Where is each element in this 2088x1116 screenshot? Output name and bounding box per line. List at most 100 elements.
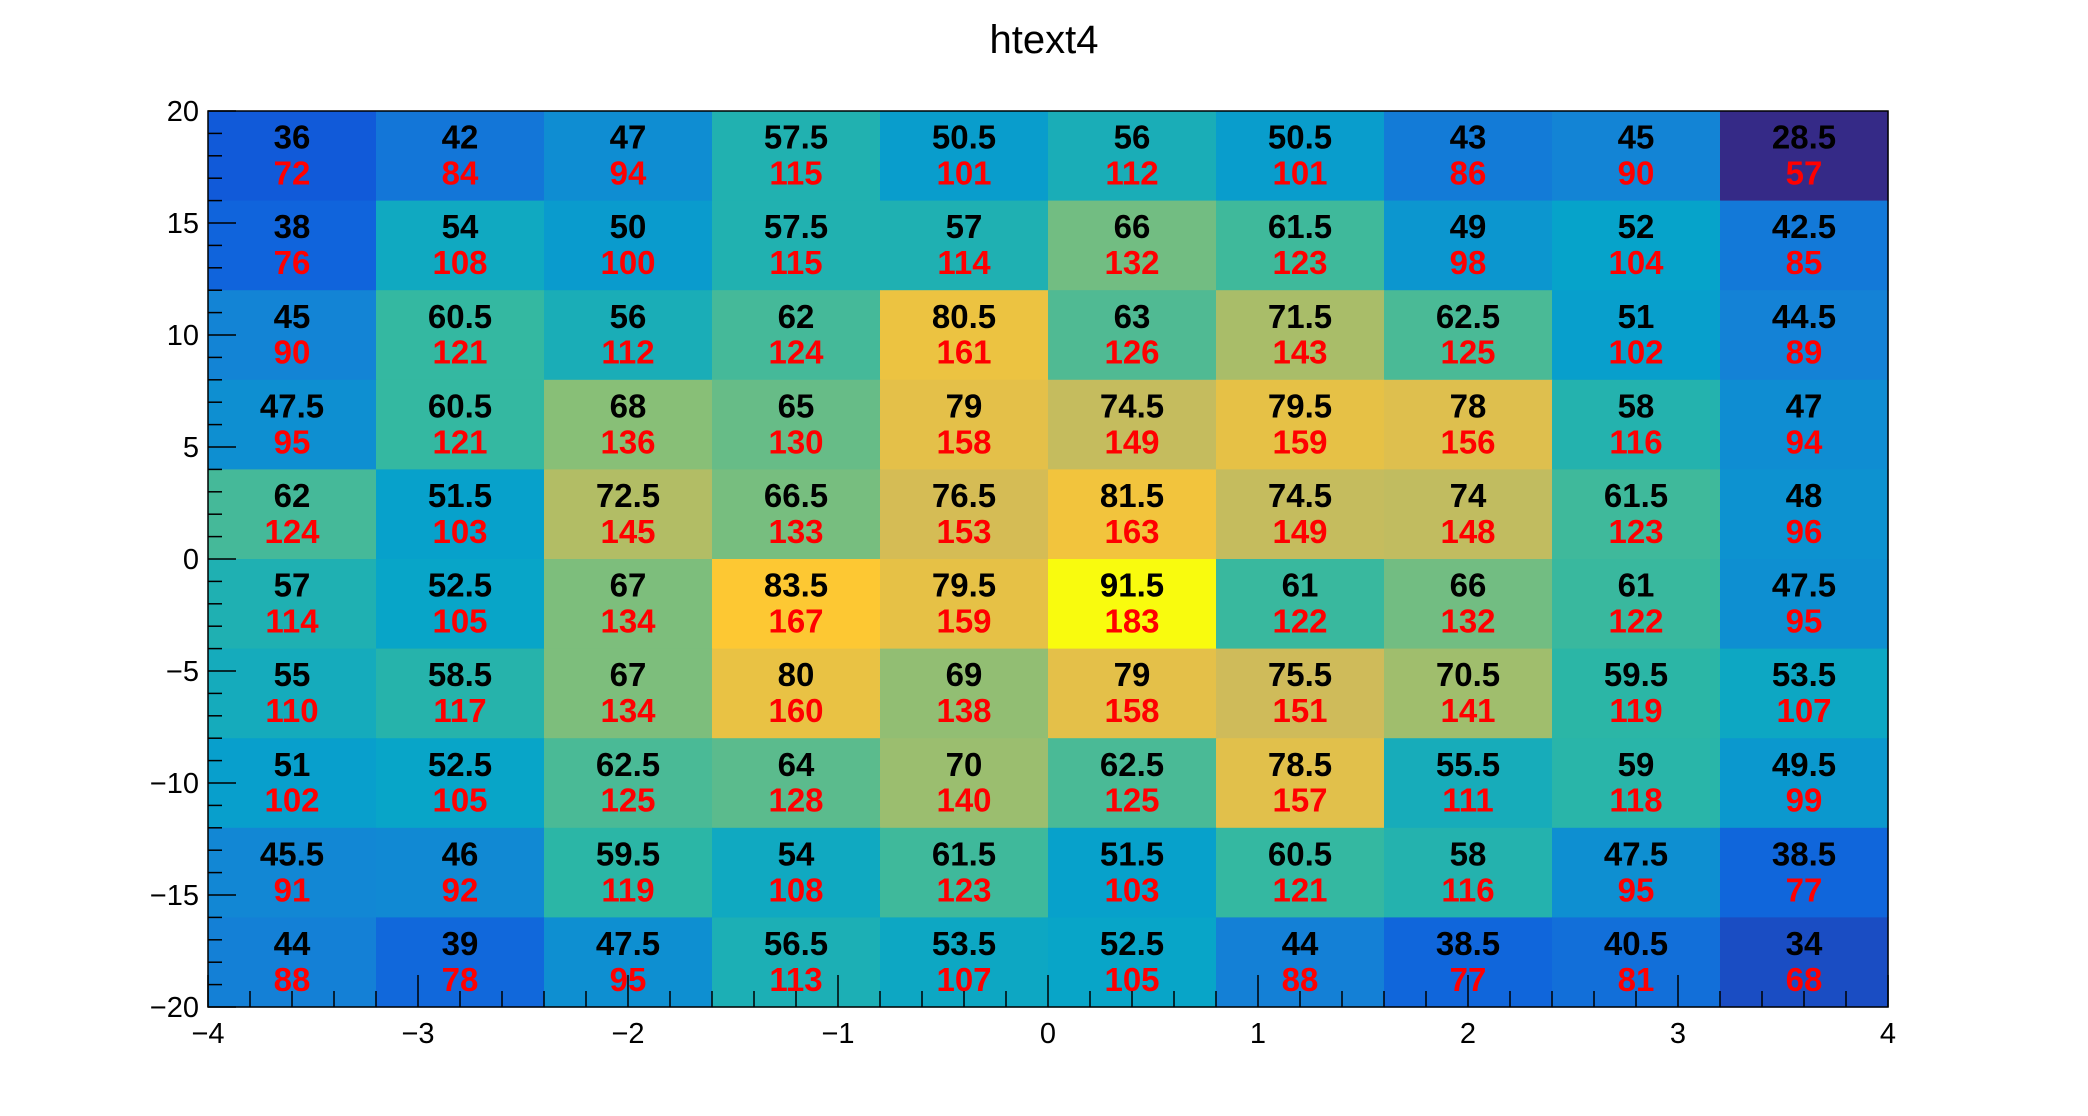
x-tick-label: 1 bbox=[1250, 1018, 1266, 1050]
heatmap-cell bbox=[208, 559, 377, 650]
cell-secondary-label: 72 bbox=[274, 154, 311, 191]
cell-primary-label: 49.5 bbox=[1772, 746, 1836, 783]
cell-primary-label: 76.5 bbox=[932, 477, 996, 514]
cell-primary-label: 80.5 bbox=[932, 298, 996, 335]
cell-secondary-label: 161 bbox=[936, 334, 991, 371]
heatmap-cell bbox=[1552, 827, 1721, 918]
heatmap-cell bbox=[376, 290, 545, 381]
heatmap-cell bbox=[1384, 827, 1553, 918]
cell-primary-label: 42 bbox=[442, 119, 479, 156]
x-tick-label: 2 bbox=[1460, 1018, 1476, 1050]
heatmap-cell bbox=[712, 111, 881, 202]
cell-secondary-label: 141 bbox=[1440, 692, 1495, 729]
heatmap-cell bbox=[880, 469, 1049, 560]
heatmap-cell bbox=[1384, 469, 1553, 560]
cell-secondary-label: 101 bbox=[1272, 154, 1327, 191]
y-tick-label: −20 bbox=[150, 992, 199, 1024]
heatmap-cell bbox=[376, 738, 545, 829]
cell-primary-label: 62.5 bbox=[596, 746, 660, 783]
cell-primary-label: 60.5 bbox=[428, 387, 492, 424]
cell-primary-label: 66 bbox=[1450, 567, 1487, 604]
heatmap-cell bbox=[712, 469, 881, 560]
y-tick-label: −10 bbox=[150, 768, 199, 800]
cell-primary-label: 38 bbox=[274, 208, 311, 245]
cell-secondary-label: 90 bbox=[274, 334, 311, 371]
x-axis-tick-labels: −4 −3 −2 −1 0 1 2 3 4 bbox=[191, 1018, 1896, 1050]
cell-primary-label: 58.5 bbox=[428, 656, 492, 693]
cell-primary-label: 48 bbox=[1786, 477, 1823, 514]
x-tick-label: −1 bbox=[821, 1018, 854, 1050]
axis-ticks bbox=[207, 110, 1889, 1008]
cell-primary-label: 64 bbox=[778, 746, 815, 783]
cell-primary-label: 50.5 bbox=[1268, 119, 1332, 156]
cell-secondary-label: 133 bbox=[768, 513, 823, 550]
cell-primary-label: 79.5 bbox=[932, 567, 996, 604]
x-tick-label: −3 bbox=[401, 1018, 434, 1050]
cell-secondary-label: 123 bbox=[1272, 244, 1327, 281]
heatmap-cell bbox=[712, 738, 881, 829]
heatmap-cell bbox=[880, 200, 1049, 291]
cell-secondary-label: 119 bbox=[601, 871, 654, 908]
heatmap-cell bbox=[1384, 379, 1553, 470]
cell-secondary-label: 134 bbox=[600, 602, 656, 639]
cell-secondary-label: 95 bbox=[1786, 602, 1823, 639]
heatmap-cell bbox=[376, 648, 545, 739]
cell-primary-label: 57 bbox=[946, 208, 983, 245]
y-tick-label: 5 bbox=[183, 432, 199, 464]
heatmap-cell bbox=[1048, 648, 1217, 739]
cell-secondary-label: 130 bbox=[768, 423, 823, 460]
cell-secondary-label: 128 bbox=[768, 782, 823, 819]
cell-primary-label: 43 bbox=[1450, 119, 1487, 156]
cell-primary-label: 66.5 bbox=[764, 477, 828, 514]
heatmap-cell bbox=[712, 559, 881, 650]
cell-primary-label: 75.5 bbox=[1268, 656, 1332, 693]
cell-primary-label: 57.5 bbox=[764, 119, 828, 156]
cell-secondary-label: 157 bbox=[1272, 782, 1327, 819]
cell-secondary-label: 116 bbox=[1609, 423, 1662, 460]
cell-primary-label: 62 bbox=[274, 477, 311, 514]
cell-secondary-label: 125 bbox=[600, 782, 655, 819]
heatmap-cell bbox=[376, 379, 545, 470]
cell-secondary-label: 159 bbox=[1272, 423, 1327, 460]
cell-secondary-label: 121 bbox=[432, 423, 487, 460]
cell-secondary-label: 112 bbox=[601, 334, 654, 371]
heatmap-cell bbox=[1552, 200, 1721, 291]
cell-secondary-label: 92 bbox=[442, 871, 479, 908]
cell-secondary-label: 158 bbox=[936, 423, 991, 460]
y-tick-label: 15 bbox=[167, 208, 199, 240]
cell-primary-label: 52.5 bbox=[428, 567, 492, 604]
heatmap-cell bbox=[1552, 290, 1721, 381]
heatmap-cell bbox=[712, 827, 881, 918]
cell-secondary-label: 89 bbox=[1786, 334, 1823, 371]
cell-primary-label: 57 bbox=[274, 567, 311, 604]
cell-primary-label: 91.5 bbox=[1100, 567, 1164, 604]
heatmap-cell bbox=[1216, 200, 1385, 291]
heatmap-cell bbox=[1384, 200, 1553, 291]
cell-secondary-label: 104 bbox=[1608, 244, 1664, 281]
heatmap-cell bbox=[1552, 738, 1721, 829]
cell-secondary-label: 57 bbox=[1786, 154, 1823, 191]
heatmap-cell bbox=[208, 290, 377, 381]
cell-primary-label: 81.5 bbox=[1100, 477, 1164, 514]
cell-secondary-label: 121 bbox=[432, 334, 487, 371]
cell-secondary-label: 123 bbox=[1608, 513, 1663, 550]
cell-primary-label: 45.5 bbox=[260, 835, 324, 872]
cell-primary-label: 36 bbox=[274, 119, 311, 156]
heatmap-cell bbox=[1552, 111, 1721, 202]
y-tick-label: −5 bbox=[166, 656, 199, 688]
cell-primary-label: 56 bbox=[1114, 119, 1151, 156]
heatmap-cell bbox=[712, 648, 881, 739]
cell-secondary-label: 149 bbox=[1104, 423, 1159, 460]
heatmap-cell bbox=[544, 738, 713, 829]
heatmap-cell bbox=[208, 111, 377, 202]
heatmap-cell bbox=[712, 200, 881, 291]
x-tick-label: 4 bbox=[1880, 1018, 1896, 1050]
cell-primary-label: 79 bbox=[946, 387, 983, 424]
heatmap-cell bbox=[544, 827, 713, 918]
cell-primary-label: 78.5 bbox=[1268, 746, 1332, 783]
heatmap-cell bbox=[208, 648, 377, 739]
cell-primary-label: 40.5 bbox=[1604, 925, 1668, 962]
cell-secondary-label: 136 bbox=[600, 423, 655, 460]
y-axis-tick-labels: 20 15 10 5 0 −5 −10 −15 −20 bbox=[150, 96, 199, 1024]
cell-secondary-label: 94 bbox=[1786, 423, 1823, 460]
